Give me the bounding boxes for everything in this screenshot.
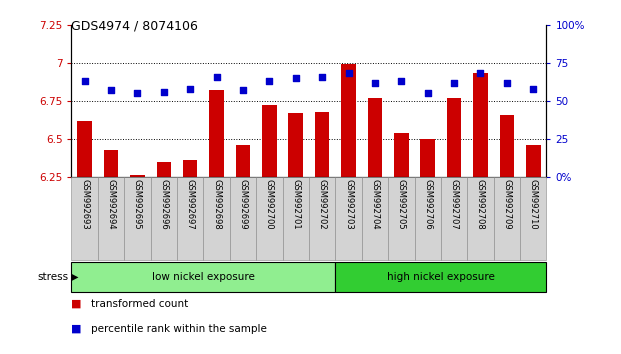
Point — [106, 87, 116, 93]
Bar — [150, 177, 177, 260]
Text: percentile rank within the sample: percentile rank within the sample — [91, 324, 267, 334]
Bar — [130, 176, 145, 177]
Point — [238, 87, 248, 93]
Bar — [468, 177, 494, 260]
Text: ■: ■ — [71, 299, 82, 309]
Text: GDS4974 / 8074106: GDS4974 / 8074106 — [71, 19, 198, 33]
Point — [159, 89, 169, 95]
Bar — [98, 177, 124, 260]
Bar — [473, 74, 487, 177]
Bar — [104, 150, 118, 177]
Point — [423, 90, 433, 96]
Bar — [441, 177, 467, 260]
Point — [265, 78, 274, 84]
Bar — [71, 262, 335, 292]
Point — [79, 78, 89, 84]
Point — [132, 90, 142, 96]
Bar — [289, 113, 303, 177]
Bar — [256, 177, 283, 260]
Bar — [415, 177, 441, 260]
Bar — [262, 105, 276, 177]
Bar — [388, 177, 415, 260]
Point — [343, 71, 353, 76]
Point — [449, 80, 459, 85]
Bar — [420, 139, 435, 177]
Text: GSM992704: GSM992704 — [371, 179, 379, 230]
Bar — [124, 177, 151, 260]
Bar — [335, 262, 546, 292]
Bar — [494, 177, 520, 260]
Bar — [204, 177, 230, 260]
Bar — [309, 177, 335, 260]
Text: GSM992698: GSM992698 — [212, 179, 221, 230]
Text: GSM992710: GSM992710 — [529, 179, 538, 230]
Text: low nickel exposure: low nickel exposure — [152, 272, 255, 282]
Bar — [447, 98, 461, 177]
Text: GSM992707: GSM992707 — [450, 179, 458, 230]
Point — [502, 80, 512, 85]
Bar — [230, 177, 256, 260]
Bar — [283, 177, 309, 260]
Text: ■: ■ — [71, 324, 82, 334]
Text: GSM992701: GSM992701 — [291, 179, 300, 230]
Bar — [368, 98, 382, 177]
Text: GSM992700: GSM992700 — [265, 179, 274, 230]
Text: GSM992696: GSM992696 — [160, 179, 168, 230]
Bar — [315, 112, 329, 177]
Point — [185, 86, 195, 92]
Bar — [71, 177, 98, 260]
Bar — [156, 162, 171, 177]
Text: transformed count: transformed count — [91, 299, 189, 309]
Text: GSM992697: GSM992697 — [186, 179, 194, 230]
Bar — [78, 121, 92, 177]
Point — [317, 74, 327, 79]
Text: high nickel exposure: high nickel exposure — [387, 272, 495, 282]
Text: GSM992708: GSM992708 — [476, 179, 485, 230]
Text: GSM992693: GSM992693 — [80, 179, 89, 230]
Text: GSM992699: GSM992699 — [238, 179, 247, 230]
Point — [291, 75, 301, 81]
Bar — [209, 90, 224, 177]
Bar — [500, 115, 514, 177]
Text: GSM992695: GSM992695 — [133, 179, 142, 230]
Point — [212, 74, 222, 79]
Point — [528, 86, 538, 92]
Bar — [394, 133, 409, 177]
Bar — [236, 145, 250, 177]
Bar — [183, 160, 197, 177]
Text: ▶: ▶ — [71, 272, 78, 282]
Text: GSM992703: GSM992703 — [344, 179, 353, 230]
Point — [396, 78, 406, 84]
Bar — [177, 177, 204, 260]
Bar — [342, 64, 356, 177]
Bar — [361, 177, 388, 260]
Text: GSM992705: GSM992705 — [397, 179, 406, 230]
Bar — [520, 177, 546, 260]
Text: GSM992702: GSM992702 — [318, 179, 327, 230]
Text: GSM992694: GSM992694 — [107, 179, 116, 230]
Text: GSM992709: GSM992709 — [502, 179, 511, 230]
Bar — [526, 145, 540, 177]
Text: stress: stress — [37, 272, 68, 282]
Point — [370, 80, 380, 85]
Point — [476, 71, 486, 76]
Bar — [335, 177, 361, 260]
Text: GSM992706: GSM992706 — [424, 179, 432, 230]
